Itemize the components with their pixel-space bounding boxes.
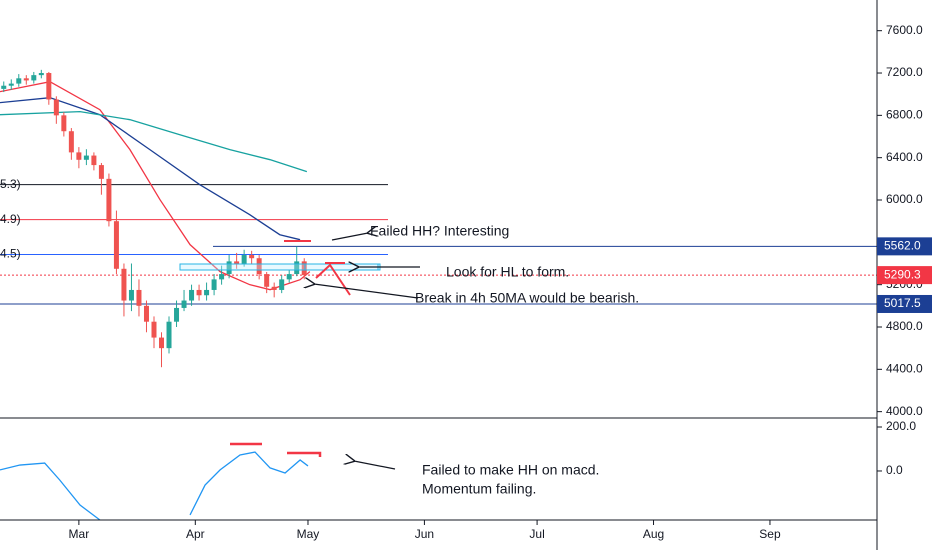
x-tick-label: Aug: [643, 527, 664, 541]
x-tick-label: Sep: [759, 527, 781, 541]
zone: [179, 263, 381, 271]
candle-body: [301, 261, 307, 276]
price-badge: [877, 294, 932, 313]
candle-body: [68, 131, 74, 153]
candle-body: [23, 78, 29, 81]
level-label: 4.9): [0, 212, 21, 226]
candle-body: [46, 73, 52, 100]
candle-body: [61, 115, 67, 132]
candle-body: [181, 300, 187, 308]
candle-body: [249, 255, 255, 259]
annotation: Momentum failing.: [422, 481, 536, 497]
candle-body: [91, 155, 97, 166]
x-tick-label: Apr: [186, 527, 205, 541]
candle-body: [76, 152, 82, 160]
price-badge-label: 5290.3: [884, 267, 921, 281]
candle-body: [136, 289, 142, 306]
y-tick-label: 4800.0: [886, 319, 923, 333]
price-badge-label: 5562.0: [884, 239, 921, 253]
candle-body: [219, 274, 225, 280]
annotation: Failed to make HH on macd.: [422, 462, 599, 478]
candle-body: [196, 289, 202, 296]
y-tick-label: 6800.0: [886, 108, 923, 122]
candle-body: [106, 178, 112, 222]
candle-body: [98, 165, 104, 179]
candle-body: [83, 155, 89, 160]
candle-body: [1, 85, 7, 89]
x-tick-label: Jul: [529, 527, 544, 541]
arrow: [314, 284, 419, 299]
candle-body: [143, 305, 149, 322]
candle-body: [241, 255, 247, 264]
candle-body: [271, 286, 277, 290]
annotation: Failed HH? Interesting: [370, 223, 509, 239]
price-badge-label: 5017.5: [884, 296, 921, 310]
moving-average: [0, 110, 308, 173]
x-tick-label: Jun: [415, 527, 434, 541]
candle-body: [113, 221, 119, 269]
arrow: [354, 461, 396, 470]
y2-tick-label: 200.0: [886, 419, 916, 433]
macd-line: [0, 462, 101, 521]
y-tick-label: 7200.0: [886, 65, 923, 79]
annotation: Break in 4h 50MA would be bearish.: [415, 290, 639, 306]
y-tick-label: 7600.0: [886, 23, 923, 37]
price-badge: [877, 266, 932, 285]
candle-body: [53, 99, 59, 116]
candle-body: [31, 75, 37, 81]
candle-body: [286, 274, 292, 280]
x-tick-label: May: [297, 527, 320, 541]
x-tick-label: Mar: [69, 527, 90, 541]
candle-body: [294, 261, 300, 275]
candle-body: [189, 289, 195, 301]
candle-body: [264, 274, 270, 287]
candle-body: [256, 258, 262, 275]
price-badge: [877, 237, 932, 256]
candle-body: [121, 268, 127, 301]
y-tick-label: 6400.0: [886, 150, 923, 164]
candle-body: [211, 279, 217, 290]
arrow: [331, 233, 368, 241]
level-label: 5.3): [0, 177, 21, 191]
level-label: 4.5): [0, 247, 21, 261]
candle-body: [128, 289, 134, 301]
candle-body: [8, 83, 14, 86]
plot: 5.3) 4.9) 4.5): [0, 69, 877, 521]
drawings: Failed HH? Interesting Look for HL to fo…: [179, 223, 639, 497]
candle-body: [151, 321, 157, 338]
candle-body: [279, 279, 285, 290]
y-tick-label: 4400.0: [886, 361, 923, 375]
annotation: Look for HL to form.: [446, 264, 569, 280]
y2-tick-label: 0.0: [886, 463, 903, 477]
candle-body: [16, 78, 22, 84]
candle-body: [38, 73, 44, 76]
moving-average: [0, 97, 301, 241]
candle-body: [234, 261, 240, 264]
candle-body: [226, 261, 232, 275]
candle-body: [159, 337, 165, 349]
candle-body: [204, 289, 210, 296]
y-tick-label: 6000.0: [886, 192, 923, 206]
drawing: [287, 451, 322, 457]
candle-body: [166, 321, 172, 349]
drawing: [315, 263, 351, 296]
macd-line: [189, 451, 309, 516]
candle-body: [174, 307, 180, 322]
y-tick-label: 4000.0: [886, 404, 923, 418]
